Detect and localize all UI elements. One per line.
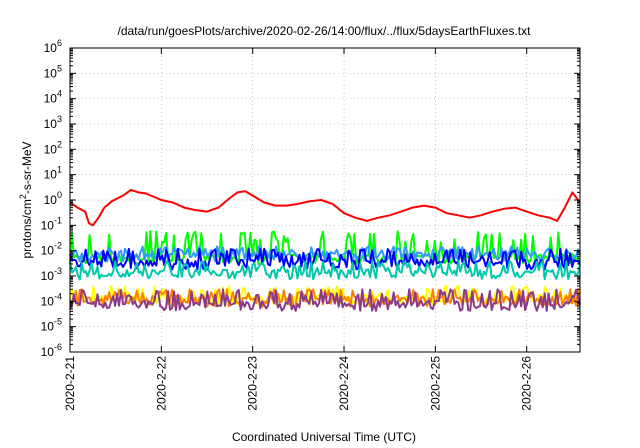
axis-ticks: [69, 47, 580, 353]
x-tick-labels: 2020-2-21 2020-2-22 2020-2-23 2020-2-24 2020…: [63, 356, 534, 411]
x-tick-label: 2020-2-26: [520, 356, 534, 411]
y-tick-label: 105: [44, 63, 62, 80]
y-tick-label: 104: [44, 89, 62, 106]
y-tick-label: 10-3: [41, 266, 62, 283]
series-line: [69, 188, 581, 227]
series-line: [69, 247, 581, 271]
x-tick-label: 2020-2-23: [246, 356, 260, 411]
y-tick-label: 10-2: [41, 241, 62, 258]
series-line: [69, 259, 581, 281]
y-tick-labels: 10-6 10-5 10-4 10-3 10-2 10-1 100 101 102 103 104 1…: [41, 38, 62, 359]
series-line: [69, 230, 581, 265]
chart-title: /data/run/goesPlots/archive/2020-02-26/1…: [118, 24, 532, 38]
y-tick-label: 103: [44, 114, 62, 131]
y-tick-label: 10-6: [41, 342, 62, 359]
y-tick-label: 10-5: [41, 317, 62, 334]
x-tick-label: 2020-2-24: [337, 356, 351, 411]
x-tick-label: 2020-2-22: [154, 356, 168, 411]
series-line: [69, 288, 581, 312]
y-tick-label: 102: [44, 139, 62, 156]
y-tick-label: 101: [44, 165, 62, 182]
x-tick-label: 2020-2-21: [63, 356, 77, 411]
y-tick-label: 10-4: [41, 291, 62, 308]
y-axis-label: protons/cm2-s-sr-MeV: [18, 141, 34, 258]
y-tick-label: 10-1: [41, 215, 62, 232]
y-tick-label: 106: [44, 38, 62, 55]
series-layer: [69, 188, 581, 312]
x-axis-label: Coordinated Universal Time (UTC): [232, 430, 416, 444]
y-tick-label: 100: [44, 190, 62, 207]
x-tick-label: 2020-2-25: [428, 356, 442, 411]
